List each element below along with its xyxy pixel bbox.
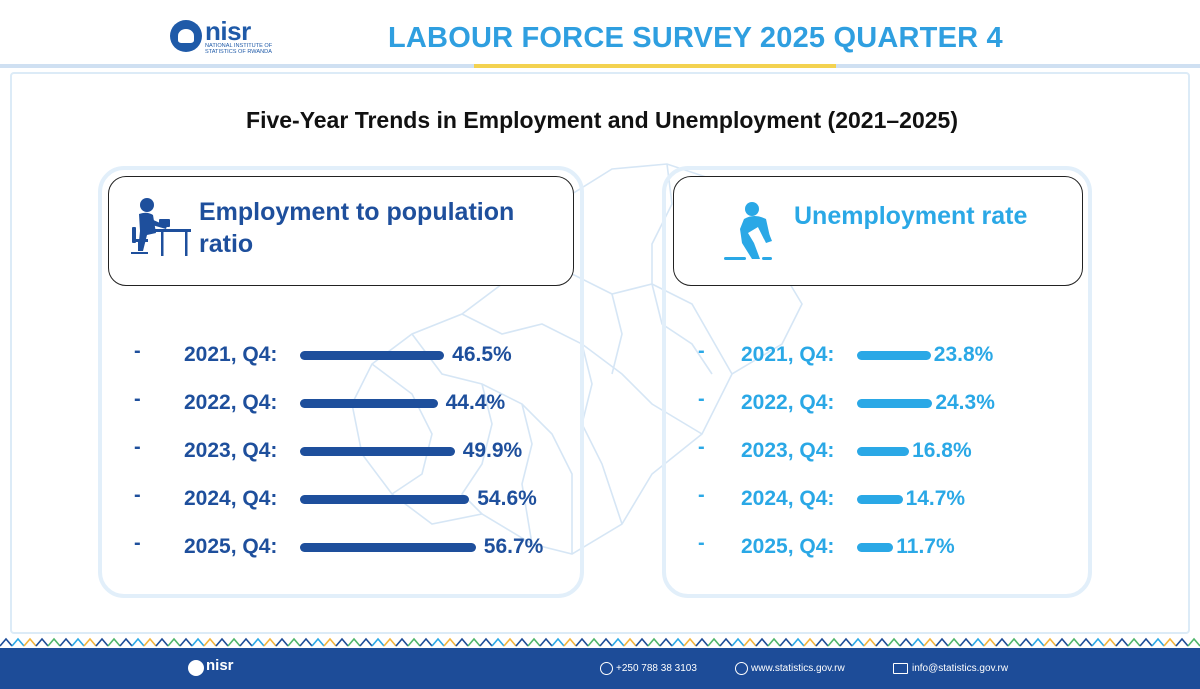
value-label: 16.8% bbox=[912, 439, 972, 462]
bar-row: - 2021, Q4: 23.8% bbox=[666, 340, 1088, 370]
bullet-dash: - bbox=[698, 388, 705, 410]
bar-row: - 2024, Q4: 14.7% bbox=[666, 484, 1088, 514]
value-label: 54.6% bbox=[477, 487, 537, 510]
footer-logo: nisr bbox=[188, 657, 258, 681]
value-label: 44.4% bbox=[445, 391, 506, 414]
nisr-logo: nisr National Institute of Statistics of… bbox=[170, 16, 282, 56]
sad-person-sitting-icon bbox=[724, 202, 772, 260]
footer-phone-text: +250 788 38 3103 bbox=[616, 663, 697, 674]
infographic-subtitle: Five-Year Trends in Employment and Unemp… bbox=[246, 107, 958, 133]
header: nisr National Institute of Statistics of… bbox=[0, 0, 1200, 64]
bullet-dash: - bbox=[134, 532, 141, 554]
bar-row: - 2025, Q4: 11.7% bbox=[666, 532, 1088, 562]
bar bbox=[300, 447, 455, 456]
value-label: 24.3% bbox=[935, 391, 995, 414]
value-label: 11.7% bbox=[896, 535, 955, 558]
category-label: 2023, Q4: bbox=[741, 439, 835, 462]
category-label: 2023, Q4: bbox=[184, 439, 278, 462]
category-label: 2025, Q4: bbox=[184, 535, 278, 558]
nisr-logo-mark-icon bbox=[170, 20, 202, 52]
header-stripe-blue bbox=[0, 64, 474, 68]
header-stripe-green bbox=[836, 64, 1200, 68]
employment-header-box: Employment to population ratio bbox=[108, 176, 574, 286]
envelope-icon bbox=[893, 663, 908, 674]
value-label: 46.5% bbox=[452, 343, 512, 366]
category-label: 2024, Q4: bbox=[184, 487, 278, 510]
unemployment-panel-title: Unemployment rate bbox=[794, 202, 1028, 230]
bar bbox=[857, 495, 903, 504]
bullet-dash: - bbox=[134, 340, 141, 362]
unemployment-panel: Unemployment rate - 2021, Q4: 23.8% - 2022, … bbox=[662, 166, 1092, 598]
category-label: 2024, Q4: bbox=[741, 487, 835, 510]
employment-panel: Employment to population ratio - 2021, Q4… bbox=[98, 166, 584, 598]
footer: nisr +250 788 38 3103 www.statistics.gov… bbox=[0, 648, 1200, 689]
category-label: 2021, Q4: bbox=[184, 343, 278, 366]
bar bbox=[300, 351, 445, 360]
decorative-pattern-band bbox=[0, 636, 1200, 648]
bar bbox=[300, 495, 470, 504]
logo-subtext: National Institute of Statistics of Rwan… bbox=[205, 43, 273, 55]
bullet-dash: - bbox=[698, 340, 705, 362]
category-label: 2022, Q4: bbox=[184, 391, 278, 414]
phone-icon bbox=[600, 662, 613, 675]
header-stripe-yellow bbox=[474, 64, 836, 68]
bullet-dash: - bbox=[698, 532, 705, 554]
bar bbox=[857, 399, 933, 408]
bar-row: - 2025, Q4: 56.7% bbox=[102, 532, 580, 562]
logo-text: nisr bbox=[205, 16, 251, 46]
bar-row: - 2021, Q4: 46.5% bbox=[102, 340, 580, 370]
bullet-dash: - bbox=[134, 436, 141, 458]
bar bbox=[857, 447, 910, 456]
footer-email-text: info@statistics.gov.rw bbox=[912, 663, 1009, 674]
footer-logo-text: nisr bbox=[206, 657, 234, 674]
survey-title: LABOUR FORCE SURVEY 2025 QUARTER 4 bbox=[388, 22, 1003, 54]
bar-row: - 2024, Q4: 54.6% bbox=[102, 484, 580, 514]
bar bbox=[857, 351, 931, 360]
employment-panel-title: Employment to population ratio bbox=[199, 198, 515, 258]
bullet-dash: - bbox=[134, 484, 141, 506]
category-label: 2021, Q4: bbox=[741, 343, 835, 366]
globe-icon bbox=[735, 662, 748, 675]
bullet-dash: - bbox=[134, 388, 141, 410]
person-at-desk-icon bbox=[131, 198, 191, 256]
category-label: 2022, Q4: bbox=[741, 391, 835, 414]
bar-row: - 2022, Q4: 44.4% bbox=[102, 388, 580, 418]
infographic-content: Five-Year Trends in Employment and Unemp… bbox=[10, 72, 1190, 634]
value-label: 23.8% bbox=[933, 343, 994, 366]
bar-row: - 2023, Q4: 16.8% bbox=[666, 436, 1088, 466]
bullet-dash: - bbox=[698, 484, 705, 506]
category-label: 2025, Q4: bbox=[741, 535, 835, 558]
bar bbox=[300, 543, 476, 552]
bar bbox=[857, 543, 894, 552]
footer-logo-mark-icon bbox=[188, 660, 204, 676]
value-label: 14.7% bbox=[905, 487, 966, 510]
unemployment-header-box: Unemployment rate bbox=[673, 176, 1083, 286]
value-label: 49.9% bbox=[462, 439, 523, 462]
value-label: 56.7% bbox=[483, 535, 544, 558]
bar bbox=[300, 399, 438, 408]
footer-website-text: www.statistics.gov.rw bbox=[751, 663, 845, 674]
bar-row: - 2023, Q4: 49.9% bbox=[102, 436, 580, 466]
bar-row: - 2022, Q4: 24.3% bbox=[666, 388, 1088, 418]
bullet-dash: - bbox=[698, 436, 705, 458]
